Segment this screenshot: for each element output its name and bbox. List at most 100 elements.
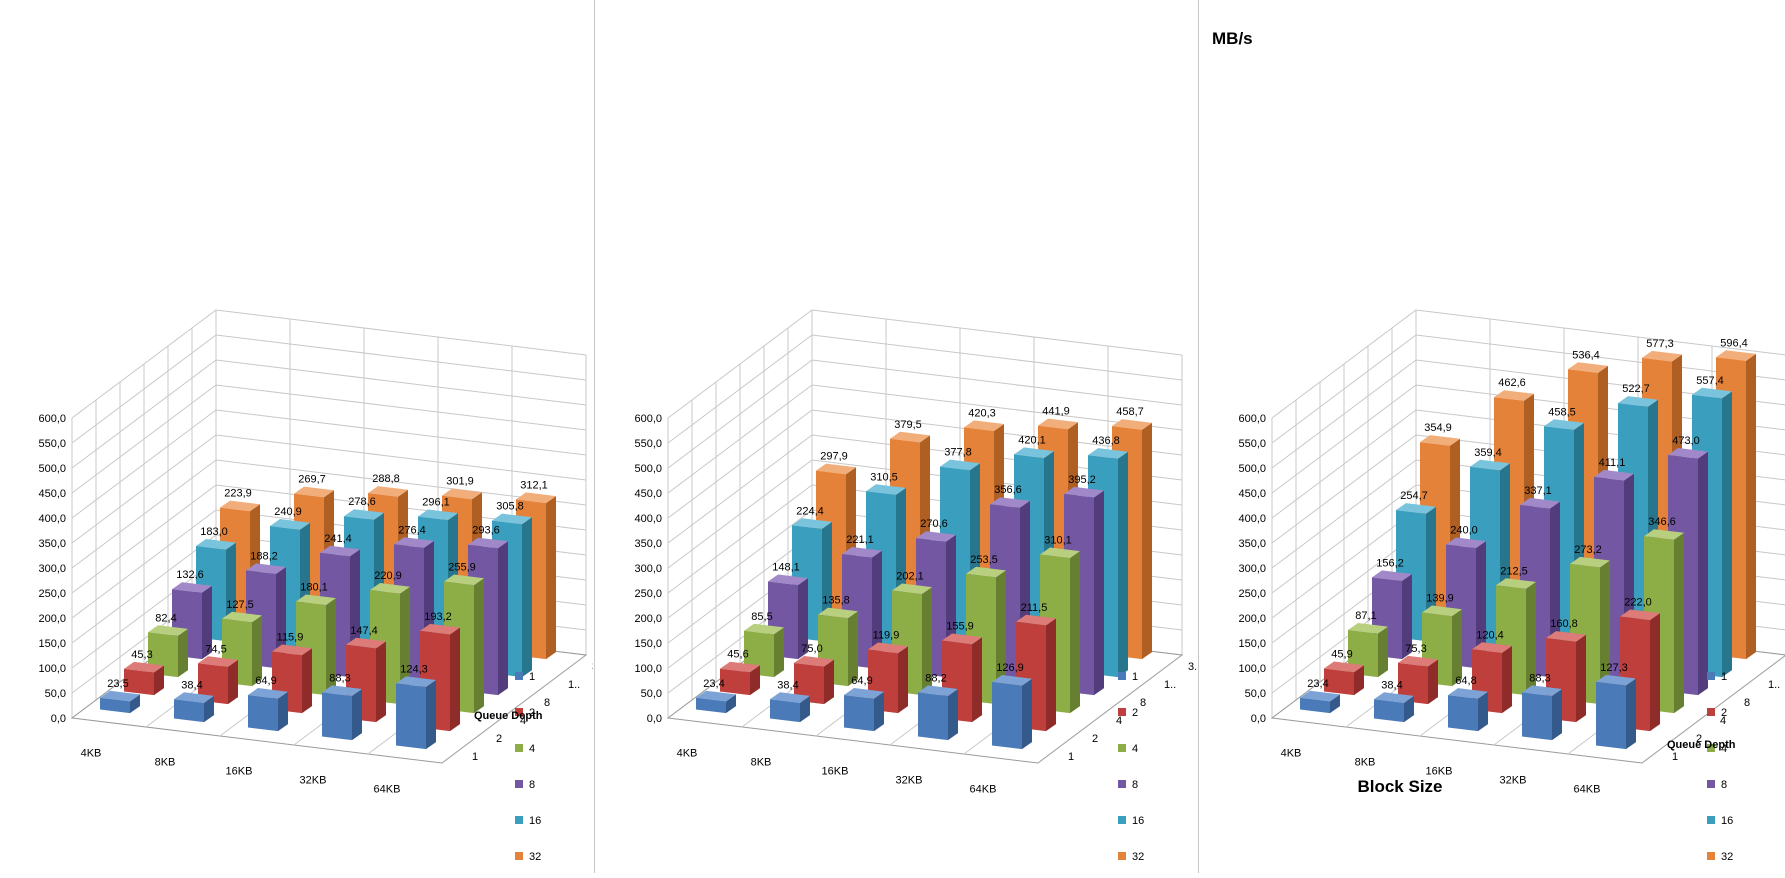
bar-qd1-8KB xyxy=(770,692,810,723)
depth-tick-label: 3.. xyxy=(592,661,593,673)
data-label: 356,6 xyxy=(994,484,1022,496)
bar-qd2-4KB xyxy=(124,661,164,696)
legend-swatch xyxy=(1707,708,1715,716)
chart-svg-2: 0,0 50,0 100,0 150,0 200,0 250,0 300,0 350,0 400… xyxy=(634,309,1200,863)
depth-tick-label: 4 xyxy=(1116,715,1122,727)
depth-tick-label: 1 xyxy=(1068,751,1074,763)
data-labels: 297,9 379,5 420,3 441,9 458,7 224,4 310,5 377,8… xyxy=(703,406,1143,692)
category-label: 16KB xyxy=(226,766,253,778)
data-label: 64,9 xyxy=(255,675,276,687)
legend-swatch xyxy=(1118,744,1126,752)
data-label: 220,9 xyxy=(374,570,402,582)
data-label: 310,5 xyxy=(870,471,898,483)
bar-qd1-4KB xyxy=(1300,690,1340,714)
data-label: 254,7 xyxy=(1400,490,1428,502)
data-label: 269,7 xyxy=(298,474,326,486)
data-label: 395,2 xyxy=(1068,474,1096,486)
bar-qd1-32KB xyxy=(918,685,958,741)
y-tick-label: 400,0 xyxy=(634,513,662,525)
data-label: 222,0 xyxy=(1624,597,1652,609)
category-label: 32KB xyxy=(1500,775,1527,787)
depth-tick-label: 2 xyxy=(1696,733,1702,745)
data-label: 193,2 xyxy=(424,611,452,623)
data-label: 212,5 xyxy=(1500,565,1528,577)
data-label: 577,3 xyxy=(1646,338,1674,350)
legend-swatch xyxy=(1707,852,1715,860)
category-label: 4KB xyxy=(677,748,698,760)
legend-label: 1 xyxy=(1721,671,1727,683)
category-label: 4KB xyxy=(81,748,102,760)
depth-tick-label: 4 xyxy=(1720,715,1726,727)
bar-qd1-64KB xyxy=(1596,674,1636,750)
data-label: 132,6 xyxy=(176,569,204,581)
depth-tick-label: 1.. xyxy=(1768,679,1780,691)
data-label: 45,9 xyxy=(1331,649,1352,661)
data-label: 337,1 xyxy=(1524,485,1552,497)
bar-qd2-8KB xyxy=(198,656,238,705)
legend-swatch xyxy=(515,816,523,824)
data-label: 127,3 xyxy=(1600,662,1628,674)
data-label: 297,9 xyxy=(820,451,848,463)
category-label: 16KB xyxy=(822,766,849,778)
data-label: 473,0 xyxy=(1672,435,1700,447)
data-label: 221,1 xyxy=(846,534,874,546)
legend-label: 1 xyxy=(1132,671,1138,683)
category-label: 64KB xyxy=(1574,784,1601,796)
legend-label: 8 xyxy=(529,779,535,791)
data-label: 45,3 xyxy=(131,649,152,661)
y-tick-label: 450,0 xyxy=(634,488,662,500)
legend-swatch xyxy=(1707,780,1715,788)
y-tick-label: 350,0 xyxy=(38,538,66,550)
data-label: 224,4 xyxy=(796,505,824,517)
y-tick-label: 100,0 xyxy=(634,663,662,675)
bars xyxy=(696,418,1152,750)
data-label: 88,3 xyxy=(1529,672,1550,684)
data-label: 85,5 xyxy=(751,611,772,623)
legend-swatch xyxy=(1118,852,1126,860)
bar-qd1-8KB xyxy=(1374,692,1414,723)
category-label: 8KB xyxy=(1355,757,1376,769)
data-label: 115,9 xyxy=(277,632,304,644)
data-label: 301,9 xyxy=(446,476,474,488)
y-tick-label: 500,0 xyxy=(1238,463,1266,475)
data-label: 180,1 xyxy=(300,581,328,593)
legend-swatch xyxy=(515,744,523,752)
category-label: 64KB xyxy=(970,784,997,796)
depth-tick-label: 8 xyxy=(1744,697,1750,709)
bar-qd1-64KB xyxy=(396,676,436,750)
legend-label: 32 xyxy=(1132,851,1144,863)
depth-axis-title: Queue Depth xyxy=(474,710,543,722)
data-label: 87,1 xyxy=(1355,610,1376,622)
bar-qd2-8KB xyxy=(1398,655,1438,705)
legend-swatch xyxy=(1118,816,1126,824)
data-label: 160,8 xyxy=(1550,618,1578,630)
data-label: 124,3 xyxy=(400,663,428,675)
depth-tick-label: 2 xyxy=(496,733,502,745)
data-label: 139,9 xyxy=(1426,593,1454,605)
data-label: 23,5 xyxy=(107,678,128,690)
bar-qd2-4KB xyxy=(1324,661,1364,696)
data-label: 522,7 xyxy=(1622,383,1650,395)
data-label: 270,6 xyxy=(920,518,948,530)
depth-tick-label: 8 xyxy=(544,697,550,709)
data-label: 458,5 xyxy=(1548,406,1576,418)
category-label: 32KB xyxy=(896,775,923,787)
data-label: 411,1 xyxy=(1599,457,1626,469)
panel-divider xyxy=(1198,0,1199,873)
data-label: 536,4 xyxy=(1572,349,1600,361)
y-tick-label: 250,0 xyxy=(634,588,662,600)
data-label: 255,9 xyxy=(448,562,476,574)
legend-label: 16 xyxy=(529,815,541,827)
data-label: 82,4 xyxy=(155,612,176,624)
data-label: 305,8 xyxy=(496,501,524,513)
depth-tick-label: 1 xyxy=(1672,751,1678,763)
y-tick-label: 550,0 xyxy=(1238,438,1266,450)
bar-qd1-4KB xyxy=(100,690,140,714)
depth-tick-label: 1.. xyxy=(568,679,580,691)
depth-tick-label: 2 xyxy=(1092,733,1098,745)
y-tick-label: 150,0 xyxy=(38,638,66,650)
